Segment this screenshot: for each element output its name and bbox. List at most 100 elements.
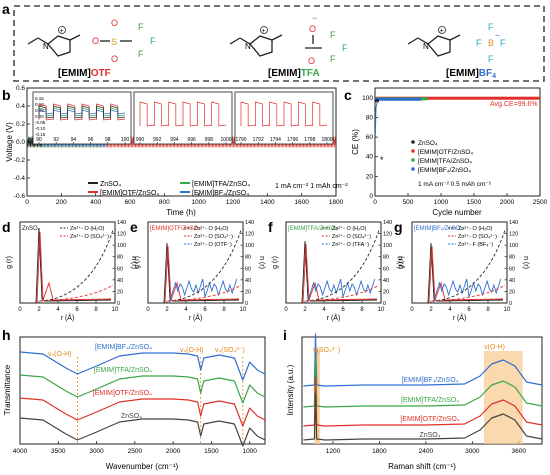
rdf-peak-h2o [152,242,240,304]
legend-label: Zn²⁺- O (H₂O) [458,225,493,232]
inset-ytick-label: -0.05 [35,120,46,125]
inset-tick-label: 98 [105,137,111,143]
legend-label: Zn²⁺- O (SO₄²⁻) [70,233,109,240]
f-atom: F [150,36,156,46]
oh-band-highlight [483,351,523,444]
rdf-ylabel-right: n (r) [130,256,137,269]
y-tick-label: 140 [509,220,518,226]
ethyl-bond [229,37,241,45]
x-tick-label: 2 [303,307,307,313]
x-tick-label: 0 [284,307,288,313]
o-atom: O [309,24,316,34]
y-tick-label: 60 [366,134,374,141]
legend-label: [EMIM]OTF/ZnSO₄ [418,149,473,156]
legend-label: [EMIM]BF₄/ZnSO₄ [192,190,249,197]
f-atom: F [488,54,494,64]
panel-h-xlabel: Wavenumber (cm⁻¹) [106,462,179,471]
x-tick-label: 1600 [294,199,309,206]
f-atom: F [500,38,506,48]
molecule-emim-otf: + N O S O O F F F [EMIM]OTF [27,18,156,79]
panel-a: a + N O S O O F F F [EMIM]OTF [2,1,545,82]
legend-label: Zn²⁺- F (BF₄⁻) [458,241,493,248]
rdf-peak-h2o [416,242,504,304]
x-tick-label: 8 [360,307,364,313]
molecule-label-tfa: [EMIM]TFA [268,68,320,79]
cation-charge [438,26,446,34]
y-tick-label: 0 [383,301,386,307]
y-tick-label: 100 [362,95,373,102]
legend-label: ZnSO₄ [418,140,438,147]
y-tick-label: 100 [383,243,392,249]
inset-tick-label: 1794 [270,137,281,143]
x-tick-label: 2000 [166,448,181,455]
x-tick-label: 2 [37,307,41,313]
panel-b-legend: ZnSO₄ [EMIM]OTF/ZnSO₄ [EMIM]TFA/ZnSO₄ [E… [88,181,250,197]
x-tick-label: 3600 [512,448,527,455]
inset-ytick-label: -0.15 [35,132,46,137]
imidazolium-ring-3 [427,35,451,57]
panel-a-border [13,5,545,82]
x-tick-label: 400 [90,199,101,206]
legend-label: Zn²⁺- O (SO₄²⁻) [194,233,233,240]
panel-c-axes [374,87,541,197]
ce-points [375,99,379,103]
y-tick-label: 20 [366,173,374,180]
inset-trace [240,101,328,127]
x-tick-label: 4 [56,307,60,313]
y-tick-label: 20 [245,289,251,295]
panel-i-xlabel: Raman shift (cm⁻¹) [388,462,456,471]
y-tick-label: 20 [509,289,515,295]
panel-c-ylabel: CE (%) [351,129,360,155]
methyl-bond [449,34,461,41]
x-tick-label: 2500 [128,448,143,455]
f-atom: F [342,43,348,53]
x-tick-label: 1800 [329,199,344,206]
panel-i-ylabel: Intensity (a.u.) [286,364,295,415]
panel-h-traces [19,351,266,447]
cation-charge [58,26,66,34]
inset-tick-label: 94 [71,137,77,143]
ftir-trace [19,397,266,427]
rdf-coord-h2o [305,229,380,302]
plus-sign: + [60,28,64,35]
legend-label: Zn²⁺- O (SO₄²⁻) [458,233,497,240]
ce-initial-rise [374,100,379,136]
x-tick-label: 200 [56,199,67,206]
y-tick-label: 0 [245,301,248,307]
methyl-bond [271,34,283,41]
h-curve-label: ZnSO₄ [121,413,142,420]
panel-b-ylabel: Voltage (V) [5,122,14,162]
legend-swatch [411,158,415,162]
panel-h-ylabel: Transmittance [3,364,12,415]
y-tick-label: 60 [383,266,389,272]
x-tick-label: 4 [184,307,188,313]
molecule-emim-tfa: + N − O O F F F [EMIM]TFA [229,13,348,79]
n-atom: N [43,42,49,51]
y-tick-label: 40 [117,278,123,284]
x-tick-label: 4 [322,307,326,313]
y-tick-label: -0.2 [14,157,26,164]
methyl-bond [69,34,81,41]
panel-b-inset-content: 90 92 94 96 98 1000.150.100.050.00-0.05-0.10-… [35,96,333,144]
x-tick-label: 10 [378,307,385,313]
star-marker: * [380,155,384,165]
minus-sign: − [312,13,317,23]
rdf-axes [19,221,116,304]
ftir-trace [19,374,266,404]
inset-tick-label: 1798 [304,137,315,143]
inset-tick-label: 92 [53,137,59,143]
raman-trace [303,356,543,408]
panel-letter-e: e [130,219,138,235]
x-tick-label: 2 [429,307,433,313]
i-annotation-oh: ν(O-H) [484,344,505,351]
panel-letter-f: f [268,219,273,235]
y-tick-label: 80 [383,255,389,261]
i-curve-label: [EMIM]TFA/ZnSO₄ [401,397,459,404]
inset-ytick-label: 0.15 [35,96,44,101]
rdf-peak-so4 [164,245,240,304]
inset-trace [38,103,126,121]
ftir-trace [19,417,266,447]
